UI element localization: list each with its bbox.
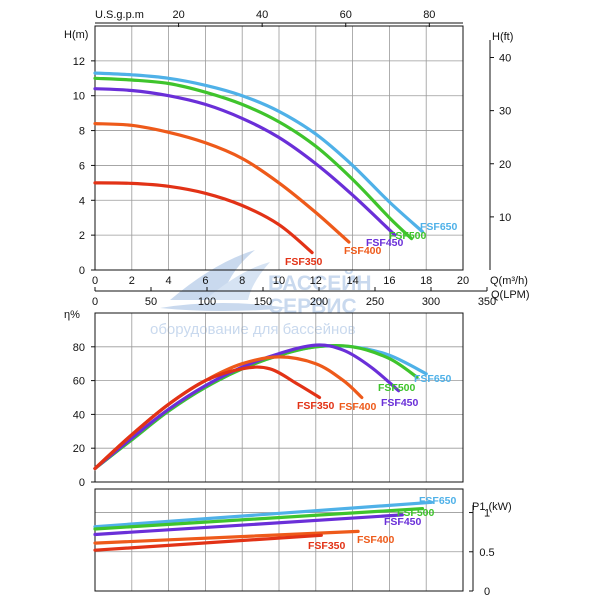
lpm-tick-label: 0 [92, 296, 98, 308]
y-tick-label: 40 [73, 409, 85, 421]
y-axis-label-left: η% [64, 309, 80, 321]
series-label-fsf650: FSF650 [420, 221, 458, 233]
y-tick-label: 20 [73, 443, 85, 455]
series-line-fsf350 [93, 365, 322, 471]
y-tick-label: 0 [79, 477, 85, 489]
series-label-fsf500: FSF500 [378, 382, 416, 394]
x-tick-label: 6 [202, 275, 208, 287]
series-label-fsf350: FSF350 [308, 540, 346, 552]
y-right-tick-label: 40 [499, 53, 511, 65]
y-right-tick-label: 0 [484, 586, 490, 598]
y-right-tick-label: 30 [499, 106, 511, 118]
series-label-fsf350: FSF350 [297, 400, 335, 412]
series-label-fsf400: FSF400 [357, 534, 395, 546]
lpm-axis-label: Q(LPM) [491, 289, 530, 301]
x-tick-label: 18 [420, 275, 432, 287]
series-line-fsf650 [93, 500, 434, 529]
series-label-fsf650: FSF650 [419, 495, 457, 507]
watermark: БАССЕЙН СЕРВИС оборудование для бассейно… [150, 250, 372, 338]
plot-frame [94, 25, 464, 271]
x-axis-label: Q(m³/h) [490, 275, 528, 287]
series-label-fsf450: FSF450 [381, 397, 419, 409]
series-line-fsf650 [93, 344, 428, 471]
y-right-tick-label: 0.5 [479, 547, 494, 559]
plot-frame [94, 312, 464, 483]
lpm-tick-label: 350 [478, 296, 496, 308]
series-line-fsf400 [93, 122, 351, 244]
x-tick-label: 20 [457, 275, 469, 287]
chart-panels: FSF650FSF500FSF450FSF400FSF350024681012H… [64, 9, 530, 598]
y-axis-label-left: H(m) [64, 29, 88, 41]
lpm-tick-label: 250 [366, 296, 384, 308]
gpm-tick-label: 40 [256, 9, 268, 21]
x-tick-label: 16 [383, 275, 395, 287]
x-tick-label: 10 [273, 275, 285, 287]
lpm-tick-label: 300 [422, 296, 440, 308]
series-line-fsf450 [93, 513, 404, 537]
lpm-tick-label: 50 [145, 296, 157, 308]
y-axis-label-right: H(ft) [492, 31, 513, 43]
series-line-fsf650 [93, 71, 425, 234]
y-tick-label: 60 [73, 376, 85, 388]
series-line-fsf500 [93, 507, 425, 531]
y-right-tick-label: 1 [484, 508, 490, 520]
series-label-fsf650: FSF650 [414, 373, 452, 385]
gpm-axis-label: U.S.g.p.m [95, 9, 144, 21]
series-label-fsf400: FSF400 [339, 401, 377, 413]
y-tick-label: 6 [79, 160, 85, 172]
series-line-fsf400 [93, 529, 360, 545]
x-tick-label: 2 [129, 275, 135, 287]
plot-frame [94, 488, 464, 592]
x-tick-label: 14 [346, 275, 358, 287]
y-tick-label: 4 [79, 195, 85, 207]
watermark-line-3: оборудование для бассейнов [150, 321, 356, 338]
x-tick-label: 12 [310, 275, 322, 287]
gpm-tick-label: 60 [340, 9, 352, 21]
lpm-tick-label: 100 [198, 296, 216, 308]
series-label-fsf500: FSF500 [389, 230, 427, 242]
y-tick-label: 80 [73, 342, 85, 354]
x-tick-label: 4 [166, 275, 172, 287]
series-label-fsf500: FSF500 [397, 507, 435, 519]
y-tick-label: 12 [73, 56, 85, 68]
watermark-line-2: СЕРВИС [268, 295, 357, 318]
series-label-fsf450: FSF450 [384, 516, 422, 528]
gpm-tick-label: 80 [423, 9, 435, 21]
x-tick-label: 0 [92, 275, 98, 287]
series-label-fsf400: FSF400 [344, 245, 382, 257]
series-line-fsf350 [93, 533, 323, 552]
series-label-fsf450: FSF450 [366, 237, 404, 249]
series-line-fsf350 [93, 181, 314, 255]
series-line-fsf500 [93, 76, 414, 241]
series-line-fsf450 [93, 87, 397, 237]
y-right-tick-label: 20 [499, 159, 511, 171]
series-label-fsf350: FSF350 [285, 256, 323, 268]
lpm-tick-label: 150 [254, 296, 272, 308]
lpm-tick-label: 200 [310, 296, 328, 308]
y-tick-label: 8 [79, 126, 85, 138]
y-tick-label: 2 [79, 230, 85, 242]
gpm-tick-label: 20 [172, 9, 184, 21]
y-right-tick-label: 10 [499, 212, 511, 224]
y-tick-label: 0 [79, 265, 85, 277]
y-axis-label-right: P1 (kW) [472, 501, 512, 513]
x-tick-label: 8 [239, 275, 245, 287]
y-tick-label: 10 [73, 91, 85, 103]
